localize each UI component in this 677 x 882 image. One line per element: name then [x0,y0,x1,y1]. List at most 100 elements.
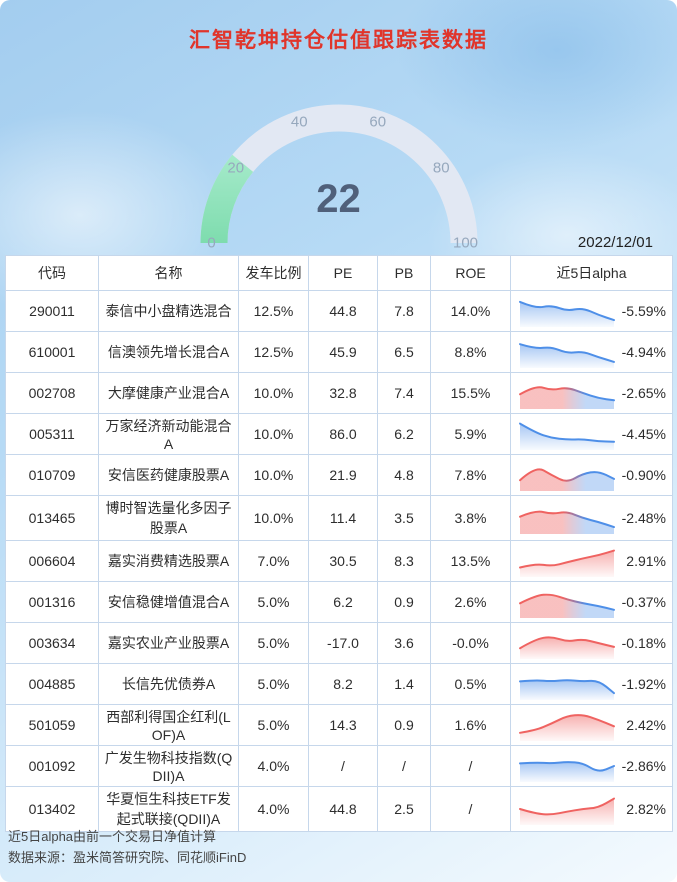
roe-cell: 8.8% [430,331,511,373]
name-cell: 长信先优债券A [98,663,239,705]
roe-cell: 0.5% [430,663,511,705]
gauge-tick-label: 60 [369,113,387,131]
table-row: 610001 信澳领先增长混合A 12.5% 45.9 6.5 8.8% -4.94% [5,331,673,373]
pe-cell: 45.9 [308,331,378,373]
pb-cell: 1.4 [377,663,431,705]
table-row: 002708 大摩健康产业混合A 10.0% 32.8 7.4 15.5% -2.65% [5,372,673,414]
table-row: 004885 长信先优债券A 5.0% 8.2 1.4 0.5% -1.92% [5,663,673,705]
code-cell: 005311 [5,413,99,455]
name-cell: 泰信中小盘精选混合 [98,290,239,332]
gauge-chart [200,104,477,244]
alpha-cell: -0.18% [510,622,673,664]
alpha-cell: -4.45% [510,413,673,455]
pe-cell: 6.2 [308,581,378,623]
alpha-sparkline [517,418,617,450]
alpha-value: 2.82% [626,801,666,817]
alpha-cell: -2.86% [510,745,673,787]
gauge-ticks: 0 20 40 60 80 100 [159,60,519,260]
name-cell: 安信医药健康股票A [98,454,239,496]
roe-cell: 15.5% [430,372,511,414]
code-cell: 001316 [5,581,99,623]
ratio-cell: 7.0% [238,540,309,582]
alpha-sparkline [517,750,617,782]
alpha-value: 2.91% [626,553,666,569]
pb-cell: 7.4 [377,372,431,414]
alpha-cell: -0.37% [510,581,673,623]
table-row: 001316 安信稳健增值混合A 5.0% 6.2 0.9 2.6% -0.37% [5,581,673,623]
alpha-cell: -1.92% [510,663,673,705]
name-cell: 华夏恒生科技ETF发起式联接(QDII)A [98,786,239,832]
roe-cell: 14.0% [430,290,511,332]
alpha-sparkline [517,709,617,741]
pb-cell: 3.5 [377,495,431,541]
holdings-table: 代码 名称 发车比例 PE PB ROE 近5日alpha 290011 泰信中小盘精选混合 1… [5,255,673,832]
roe-cell: 1.6% [430,704,511,746]
ratio-cell: 5.0% [238,704,309,746]
ratio-cell: 5.0% [238,663,309,705]
alpha-sparkline [517,295,617,327]
ratio-cell: 4.0% [238,786,309,832]
name-cell: 广发生物科技指数(QDII)A [98,745,239,787]
pe-cell: -17.0 [308,622,378,664]
alpha-sparkline [517,377,617,409]
code-cell: 013465 [5,495,99,541]
roe-cell: 2.6% [430,581,511,623]
alpha-sparkline [517,793,617,825]
alpha-value: -0.18% [621,635,666,651]
column-header: ROE [430,255,511,291]
column-header: PB [377,255,431,291]
alpha-sparkline [517,336,617,368]
alpha-value: -2.48% [621,510,666,526]
pe-cell: 44.8 [308,786,378,832]
gauge-tick-label: 100 [452,234,479,252]
alpha-sparkline [517,502,617,534]
pb-cell: 8.3 [377,540,431,582]
alpha-sparkline [517,627,617,659]
table-row: 003634 嘉实农业产业股票A 5.0% -17.0 3.6 -0.0% -0.18% [5,622,673,664]
gauge-value: 22 [316,177,361,221]
roe-cell: -0.0% [430,622,511,664]
pb-cell: 0.9 [377,581,431,623]
roe-cell: 13.5% [430,540,511,582]
name-cell: 安信稳健增值混合A [98,581,239,623]
pe-cell: 8.2 [308,663,378,705]
ratio-cell: 10.0% [238,413,309,455]
ratio-cell: 10.0% [238,454,309,496]
table-row: 290011 泰信中小盘精选混合 12.5% 44.8 7.8 14.0% -5.59% [5,290,673,332]
pe-cell: 32.8 [308,372,378,414]
gauge-tick-label: 20 [227,159,245,177]
alpha-cell: -5.59% [510,290,673,332]
alpha-cell: -2.48% [510,495,673,541]
roe-cell: 3.8% [430,495,511,541]
gauge-value-arc [200,104,477,244]
roe-cell: 5.9% [430,413,511,455]
ratio-cell: 10.0% [238,495,309,541]
pb-cell: 0.9 [377,704,431,746]
alpha-value: -0.37% [621,594,666,610]
position-gauge: 0 20 40 60 80 100 22 [159,60,519,260]
alpha-cell: -2.65% [510,372,673,414]
alpha-cell: -0.90% [510,454,673,496]
column-header: PE [308,255,378,291]
ratio-cell: 10.0% [238,372,309,414]
table-row: 013465 博时智选量化多因子股票A 10.0% 11.4 3.5 3.8% -2.48% [5,495,673,541]
column-header: 代码 [5,255,99,291]
column-header: 近5日alpha [510,255,673,291]
gauge-tick-label: 80 [432,159,450,177]
code-cell: 010709 [5,454,99,496]
table-row: 001092 广发生物科技指数(QDII)A 4.0% / / / -2.86% [5,745,673,787]
alpha-sparkline [517,668,617,700]
code-cell: 013402 [5,786,99,832]
name-cell: 万家经济新动能混合A [98,413,239,455]
page-title: 汇智乾坤持仓估值跟踪表数据 [189,29,488,52]
code-cell: 501059 [5,704,99,746]
name-cell: 信澳领先增长混合A [98,331,239,373]
code-cell: 006604 [5,540,99,582]
alpha-sparkline [517,459,617,491]
code-cell: 001092 [5,745,99,787]
footnote-line-2: 数据来源：盈米简答研究院、同花顺iFinD [8,850,247,865]
alpha-sparkline [517,586,617,618]
code-cell: 003634 [5,622,99,664]
gauge-tick-label: 40 [290,113,308,131]
roe-cell: / [430,786,511,832]
